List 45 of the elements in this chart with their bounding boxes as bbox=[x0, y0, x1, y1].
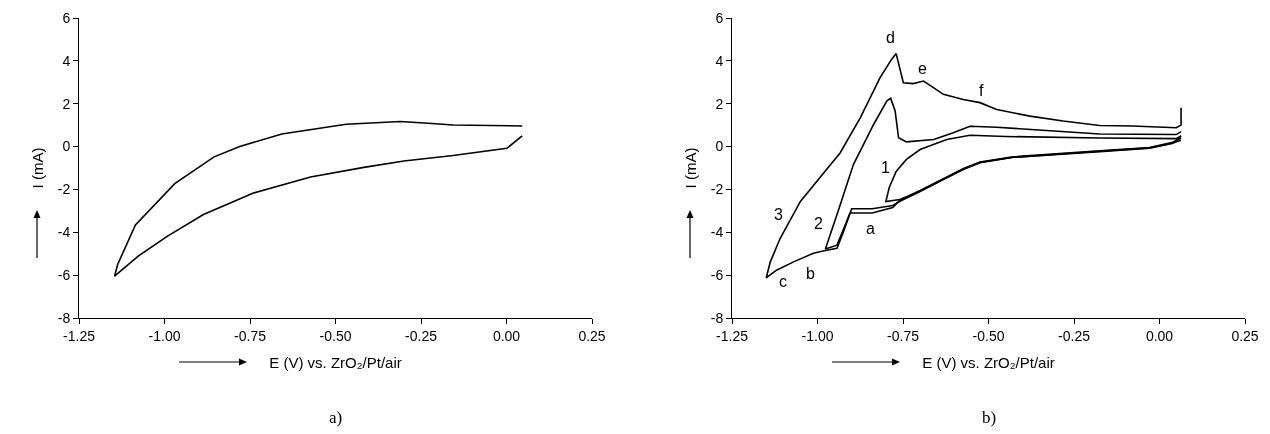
x-axis-title: E (V) vs. ZrO₂/Pt/air bbox=[922, 353, 1055, 371]
y-tick-label: -6 bbox=[57, 267, 71, 284]
y-tick-label: 0 bbox=[715, 138, 724, 155]
y-tick-label: 6 bbox=[715, 9, 724, 26]
annotation: 3 bbox=[774, 206, 783, 223]
annotation: 2 bbox=[814, 215, 823, 232]
x-tick-label: 0.00 bbox=[1145, 327, 1174, 344]
y-tick-label: -2 bbox=[710, 181, 724, 198]
text: a) bbox=[329, 408, 343, 427]
y-tick-label: 2 bbox=[715, 95, 724, 112]
x-tick-label: 0.25 bbox=[578, 327, 606, 344]
y-tick-label: 4 bbox=[62, 52, 71, 69]
x-axis-title: E (V) vs. ZrO₂/Pt/air bbox=[269, 353, 402, 371]
annotation: 1 bbox=[881, 159, 890, 176]
x-tick-label: -1.00 bbox=[801, 327, 834, 344]
y-tick-label: -4 bbox=[57, 224, 71, 241]
y-tick-label: -2 bbox=[57, 181, 71, 198]
y-tick-label: -8 bbox=[710, 309, 724, 326]
x-tick-label: -0.50 bbox=[972, 327, 1005, 344]
x-tick-label: -0.25 bbox=[405, 327, 438, 344]
annotation: f bbox=[979, 82, 984, 99]
x-tick-label: -1.25 bbox=[716, 327, 749, 344]
y-tick-label: 4 bbox=[715, 52, 724, 69]
annotation: c bbox=[779, 273, 787, 290]
y-tick-label: 6 bbox=[62, 9, 71, 26]
annotation: e bbox=[918, 60, 927, 77]
x-tick-label: -1.00 bbox=[148, 327, 181, 344]
x-tick-label: -0.25 bbox=[1058, 327, 1091, 344]
x-tick-label: -1.25 bbox=[63, 327, 96, 344]
y-axis-title: I (mA) bbox=[682, 147, 699, 189]
y-tick-label: 0 bbox=[62, 138, 71, 155]
y-tick-label: -4 bbox=[710, 224, 724, 241]
annotation: d bbox=[886, 29, 895, 46]
y-tick-label: -8 bbox=[57, 309, 71, 326]
x-tick-label: 0.25 bbox=[1231, 327, 1259, 344]
text: b) bbox=[982, 408, 997, 427]
x-tick-label: -0.50 bbox=[319, 327, 352, 344]
x-tick-label: -0.75 bbox=[234, 327, 267, 344]
x-tick-label: 0.00 bbox=[492, 327, 521, 344]
y-tick-label: 2 bbox=[62, 95, 71, 112]
x-tick-label: -0.75 bbox=[887, 327, 920, 344]
y-tick-label: -6 bbox=[710, 267, 724, 284]
y-axis-title: I (mA) bbox=[29, 147, 46, 189]
annotation: b bbox=[806, 265, 815, 282]
annotation: a bbox=[866, 220, 875, 237]
